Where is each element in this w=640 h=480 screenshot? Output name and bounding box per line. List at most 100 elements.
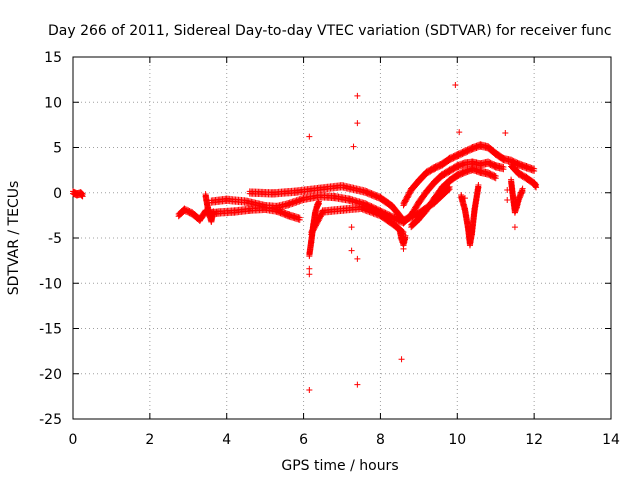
x-axis-label: GPS time / hours xyxy=(281,458,398,474)
data-point xyxy=(365,206,372,213)
data-point xyxy=(282,210,289,217)
data-point xyxy=(492,173,499,180)
outlier-point xyxy=(504,196,511,203)
x-tick-label: 0 xyxy=(69,432,78,448)
outlier-point xyxy=(456,129,463,136)
outlier-point xyxy=(511,224,518,231)
data-point xyxy=(485,158,492,165)
data-point xyxy=(391,214,398,221)
data-point xyxy=(315,198,322,205)
outlier-point xyxy=(398,356,405,363)
data-point xyxy=(367,207,374,214)
outlier-point xyxy=(350,143,357,150)
x-tick-label: 8 xyxy=(376,432,385,448)
data-point xyxy=(519,185,526,192)
data-point xyxy=(374,192,381,199)
axis-ticks xyxy=(72,56,612,420)
data-point xyxy=(363,205,370,212)
outlier-point xyxy=(504,187,511,194)
data-point xyxy=(485,169,492,176)
data-point xyxy=(369,203,376,210)
data-point xyxy=(487,170,494,177)
data-point xyxy=(186,208,193,215)
data-point xyxy=(402,232,409,239)
data-point xyxy=(386,211,393,218)
y-tick-label: 15 xyxy=(44,50,62,66)
data-point xyxy=(491,161,498,168)
data-point xyxy=(491,172,498,179)
data-point xyxy=(362,187,369,194)
grid xyxy=(73,57,611,419)
outlier-point xyxy=(354,92,361,99)
outlier-point xyxy=(354,381,361,388)
outlier-point xyxy=(306,271,313,278)
data-point xyxy=(210,208,217,215)
data-point xyxy=(369,190,376,197)
data-point xyxy=(490,171,497,178)
data-point xyxy=(488,160,495,167)
data-point xyxy=(371,191,378,198)
data-point xyxy=(363,188,370,195)
data-point xyxy=(366,206,373,213)
y-tick-label: -25 xyxy=(39,412,62,428)
outlier-point xyxy=(348,224,355,231)
data-point xyxy=(365,189,372,196)
outlier-point xyxy=(452,82,459,89)
data-point xyxy=(181,205,188,212)
data-point xyxy=(385,211,392,218)
x-tick-labels: 0 2 4 6 8 10 12 14 xyxy=(69,432,620,448)
data-point xyxy=(387,212,394,219)
data-point xyxy=(510,157,517,164)
data-point xyxy=(372,191,379,198)
data-point xyxy=(490,160,497,167)
data-point xyxy=(364,188,371,195)
outlier-point xyxy=(354,255,361,262)
data-point xyxy=(371,208,378,215)
data-point xyxy=(368,203,375,210)
x-tick-label: 12 xyxy=(525,432,543,448)
outlier-point xyxy=(461,195,468,202)
data-point xyxy=(370,208,377,215)
y-tick-label: 0 xyxy=(53,186,62,202)
data-point xyxy=(486,169,493,176)
data-point xyxy=(373,192,380,199)
data-point xyxy=(296,214,303,221)
outlier-point xyxy=(354,120,361,127)
data-point xyxy=(359,204,366,211)
data-point xyxy=(533,182,540,189)
y-tick-label: -20 xyxy=(39,367,62,383)
x-tick-label: 10 xyxy=(448,432,466,448)
data-point xyxy=(182,206,189,213)
x-tick-label: 14 xyxy=(602,432,620,448)
data-point xyxy=(365,201,372,208)
data-point xyxy=(376,210,383,217)
x-tick-label: 2 xyxy=(145,432,154,448)
data-point xyxy=(513,159,520,166)
data-point xyxy=(368,190,375,197)
data-point xyxy=(281,209,288,216)
data-point xyxy=(531,165,538,172)
data-point xyxy=(488,171,495,178)
outlier-point xyxy=(306,265,313,272)
data-point xyxy=(367,189,374,196)
data-point xyxy=(360,204,367,211)
data-point xyxy=(280,209,287,216)
data-point xyxy=(362,200,369,207)
y-tick-label: -10 xyxy=(39,276,62,292)
x-tick-label: 6 xyxy=(299,432,308,448)
data-point xyxy=(278,208,285,215)
outlier-point xyxy=(400,245,407,252)
y-tick-label: -5 xyxy=(48,231,62,247)
data-point xyxy=(362,205,369,212)
data-point xyxy=(487,159,494,166)
y-tick-labels: 15 10 5 0 -5 -10 -15 -20 -25 xyxy=(39,50,62,428)
y-tick-label: 5 xyxy=(53,141,62,157)
data-point xyxy=(184,206,191,213)
data-point xyxy=(519,186,526,193)
y-tick-label: 10 xyxy=(44,95,62,111)
outlier-point xyxy=(348,247,355,254)
data-point xyxy=(374,209,381,216)
data-point xyxy=(283,210,290,217)
y-axis-label: SDTVAR / TECUs xyxy=(6,181,22,296)
outlier-point xyxy=(306,133,313,140)
